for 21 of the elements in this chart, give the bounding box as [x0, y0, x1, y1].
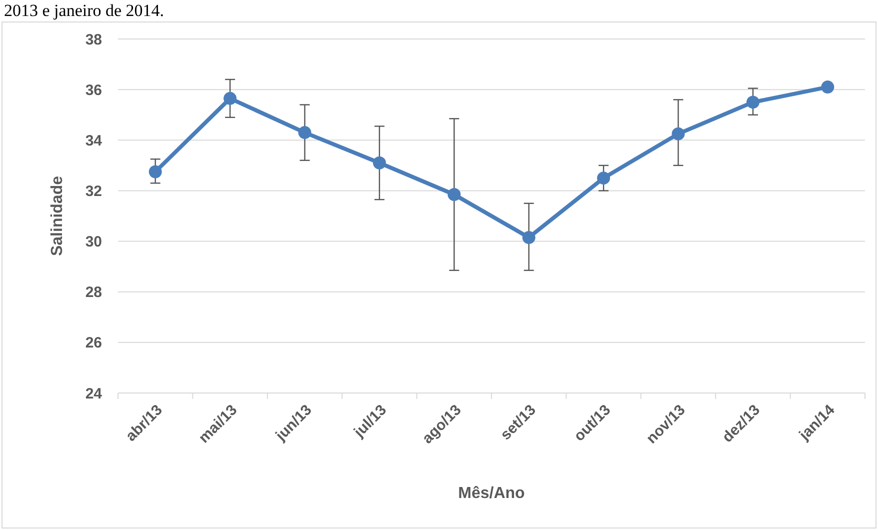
text: 2013 e janeiro de 2014. — [4, 1, 164, 20]
y-tick-label: 34 — [85, 132, 103, 150]
point — [672, 127, 685, 140]
x-axis-title: Mês/Ano — [458, 485, 526, 502]
y-tick-label: 28 — [85, 284, 102, 302]
point — [372, 156, 386, 170]
point — [821, 80, 834, 94]
y-tick-label: 32 — [85, 182, 102, 200]
y-axis-title: Salinidade — [49, 176, 66, 256]
point — [448, 188, 461, 202]
point — [522, 230, 536, 244]
y-tick-label: 38 — [85, 31, 102, 48]
point — [746, 96, 760, 109]
point — [298, 126, 312, 140]
point — [224, 92, 237, 105]
point — [148, 165, 162, 178]
y-tick-label: 24 — [85, 385, 103, 402]
point — [597, 172, 610, 185]
y-tick-label: 30 — [85, 234, 102, 251]
y-tick-label: 36 — [85, 82, 102, 99]
y-tick-label: 26 — [85, 334, 102, 352]
